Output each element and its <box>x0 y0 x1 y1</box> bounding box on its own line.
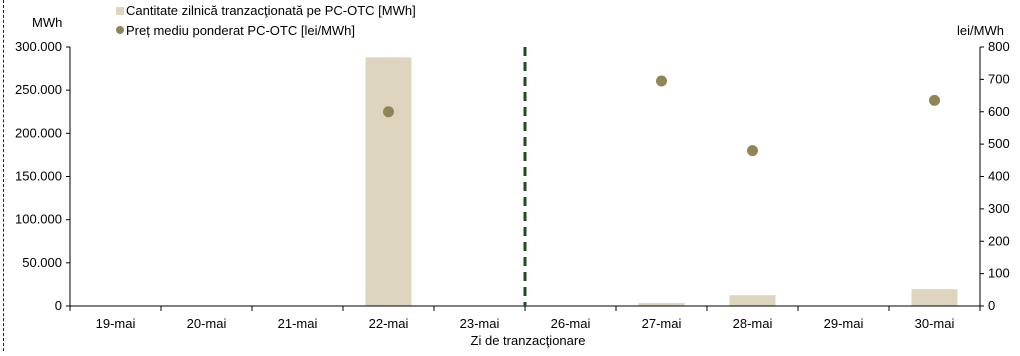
y-left-tick-label: 300.000 <box>15 39 62 54</box>
y-right-tick-label: 300 <box>988 201 1010 216</box>
x-tick-label: 28-mai <box>733 316 773 331</box>
y-left-tick-label: 0 <box>55 298 62 313</box>
x-tick-label: 19-mai <box>96 316 136 331</box>
y-right-tick-label: 200 <box>988 233 1010 248</box>
x-tick-label: 26-mai <box>551 316 591 331</box>
y-right-tick-label: 100 <box>988 266 1010 281</box>
legend-label-price: Preț mediu ponderat PC-OTC [lei/MWh] <box>126 23 355 38</box>
y-left-tick-label: 250.000 <box>15 82 62 97</box>
x-tick-label: 23-mai <box>460 316 500 331</box>
y-right-tick-label: 500 <box>988 136 1010 151</box>
price-point-22-mai <box>383 106 394 118</box>
y-axis-left-label: MWh <box>32 15 62 30</box>
bar-30-mai <box>911 289 958 306</box>
legend-swatch-price <box>116 26 124 34</box>
y-axis-right-label: lei/MWh <box>957 23 1004 38</box>
legend: Cantitate zilnică tranzacţionată pe PC-O… <box>116 3 416 38</box>
y-right-tick-label: 400 <box>988 169 1010 184</box>
y-left-tick-label: 150.000 <box>15 169 62 184</box>
bar-22-mai <box>365 57 412 306</box>
y-left-tick-label: 200.000 <box>15 125 62 140</box>
y-left-tick-label: 50.000 <box>22 255 62 270</box>
legend-label-quantity: Cantitate zilnică tranzacţionată pe PC-O… <box>126 3 416 18</box>
x-tick-label: 30-mai <box>915 316 955 331</box>
price-point-30-mai <box>929 94 940 106</box>
x-tick-label: 20-mai <box>187 316 227 331</box>
y-right-tick-label: 600 <box>988 104 1010 119</box>
bar-28-mai <box>729 295 776 306</box>
plot-area: 0 50.000 100.000 150.000 200.000 250.000 300.0… <box>15 39 1010 331</box>
x-tick-label: 22-mai <box>369 316 409 331</box>
x-tick-label: 29-mai <box>824 316 864 331</box>
price-point-28-mai <box>747 145 758 157</box>
x-tick-label: 27-mai <box>642 316 682 331</box>
x-tick-label: 21-mai <box>278 316 318 331</box>
x-axis-title: Zi de tranzacţionare <box>471 333 586 348</box>
legend-swatch-quantity <box>116 7 124 15</box>
price-point-27-mai <box>656 75 667 87</box>
y-right-tick-label: 700 <box>988 71 1010 86</box>
y-left-tick-label: 100.000 <box>15 212 62 227</box>
frame-border <box>3 0 4 351</box>
y-right-tick-label: 800 <box>988 39 1010 54</box>
bar-27-mai <box>638 302 685 306</box>
y-right-tick-label: 0 <box>988 298 995 313</box>
